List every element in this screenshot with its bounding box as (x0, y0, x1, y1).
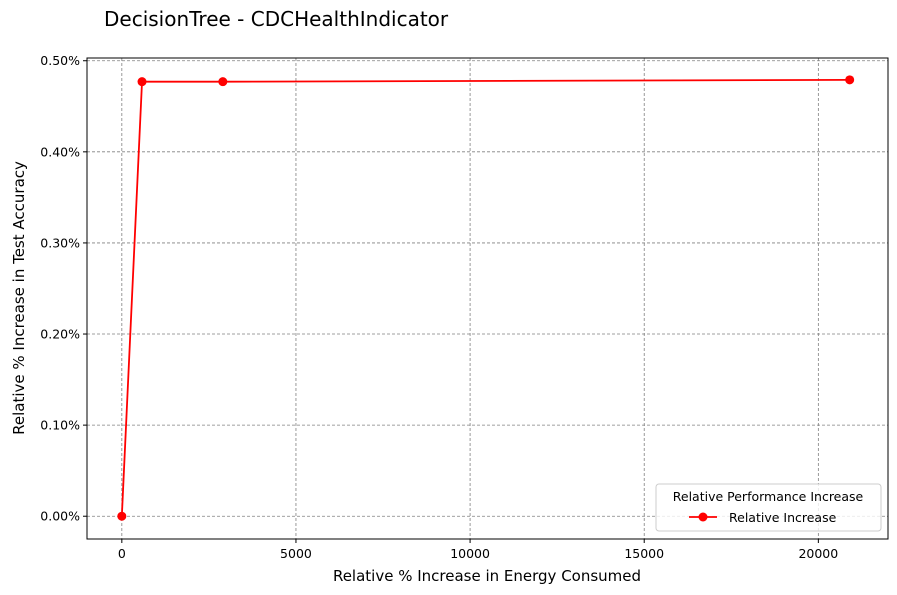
x-tick-label: 20000 (798, 546, 838, 561)
series-layer (117, 75, 855, 521)
y-tick-label: 0.30% (40, 235, 80, 250)
x-axis-label: Relative % Increase in Energy Consumed (333, 567, 641, 585)
data-point (845, 75, 855, 85)
x-tick-label: 10000 (450, 546, 490, 561)
legend-frame (655, 483, 882, 532)
chart-title: DecisionTree - CDCHealthIndicator (104, 7, 449, 31)
x-tick-label: 5000 (280, 546, 312, 561)
y-tick-label: 0.40% (40, 144, 80, 159)
legend-entry-label: Relative Increase (729, 510, 837, 525)
y-axis-label: Relative % Increase in Test Accuracy (10, 161, 28, 435)
plot-frame (86, 57, 889, 540)
data-point (137, 77, 147, 87)
grid (87, 58, 888, 539)
y-tick-label: 0.10% (40, 418, 80, 433)
data-point (218, 77, 228, 87)
y-tick-label: 0.50% (40, 53, 80, 68)
x-axis: 0 5000 10000 15000 20000 (118, 539, 838, 561)
y-tick-label: 0.00% (40, 509, 80, 524)
data-point (117, 511, 127, 521)
x-tick-label: 15000 (624, 546, 664, 561)
legend-marker (698, 512, 708, 522)
y-axis: 0.00% 0.10% 0.20% 0.30% 0.40% 0.50% (40, 53, 87, 524)
y-tick-label: 0.20% (40, 327, 80, 342)
x-tick-label: 0 (118, 546, 126, 561)
series-line (120, 78, 850, 517)
legend-title: Relative Performance Increase (673, 489, 864, 504)
legend: Relative Performance Increase Relative I… (655, 483, 882, 532)
